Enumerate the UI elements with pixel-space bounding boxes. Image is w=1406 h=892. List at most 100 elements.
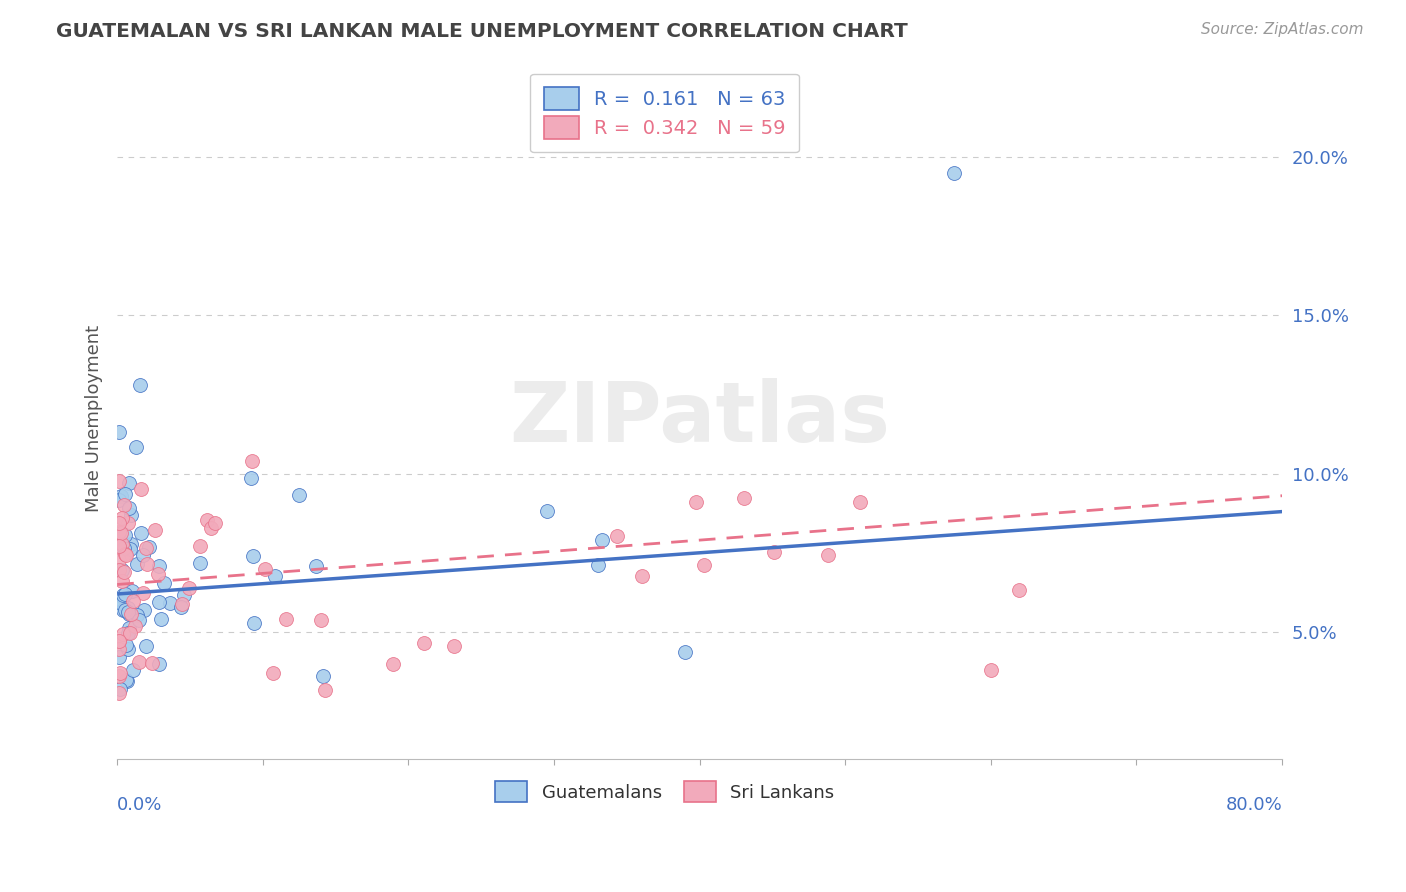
Point [132, 586, 155, 600]
Point [111, 537, 134, 551]
Point [117, 626, 139, 640]
Point [108, 641, 131, 656]
Point [288, 488, 311, 502]
Point [122, 663, 145, 677]
Point [120, 508, 142, 522]
Point [849, 495, 872, 509]
Text: 80.0%: 80.0% [1226, 797, 1282, 814]
Point [107, 425, 129, 440]
Point [125, 607, 148, 622]
Point [108, 665, 131, 680]
Point [111, 510, 134, 524]
Point [117, 605, 139, 619]
Point [276, 612, 298, 626]
Point [693, 558, 716, 572]
Text: 0.0%: 0.0% [117, 797, 163, 814]
Point [243, 615, 266, 630]
Point [120, 541, 142, 556]
Point [121, 584, 143, 599]
Point [131, 526, 153, 541]
Point [110, 525, 132, 540]
Point [262, 665, 284, 680]
Point [177, 581, 200, 595]
Point [111, 563, 134, 577]
Point [107, 492, 129, 507]
Point [943, 165, 966, 179]
Point [107, 634, 129, 648]
Point [240, 471, 263, 485]
Point [128, 377, 150, 392]
Point [148, 566, 170, 581]
Point [148, 595, 170, 609]
Point [173, 588, 195, 602]
Point [817, 548, 839, 562]
Point [110, 489, 132, 503]
Point [150, 611, 173, 625]
Point [128, 613, 150, 627]
Point [685, 495, 707, 509]
Point [138, 541, 160, 555]
Point [128, 655, 150, 669]
Point [148, 657, 170, 672]
Legend: Guatemalans, Sri Lankans: Guatemalans, Sri Lankans [485, 772, 844, 811]
Text: ZIPatlas: ZIPatlas [509, 377, 890, 458]
Point [132, 602, 155, 616]
Point [254, 562, 277, 576]
Point [153, 575, 176, 590]
Point [443, 640, 465, 654]
Point [382, 657, 405, 671]
Point [114, 486, 136, 500]
Point [107, 669, 129, 683]
Point [112, 498, 135, 512]
Point [188, 557, 211, 571]
Point [114, 547, 136, 561]
Point [117, 601, 139, 615]
Point [673, 645, 696, 659]
Point [107, 475, 129, 489]
Point [118, 607, 141, 621]
Point [204, 516, 226, 530]
Point [170, 600, 193, 615]
Point [114, 673, 136, 687]
Point [195, 513, 218, 527]
Point [112, 602, 135, 616]
Y-axis label: Male Unemployment: Male Unemployment [86, 325, 103, 512]
Point [122, 594, 145, 608]
Point [135, 640, 157, 654]
Point [111, 589, 134, 603]
Point [200, 520, 222, 534]
Point [631, 569, 654, 583]
Point [125, 440, 148, 454]
Point [118, 621, 141, 635]
Point [120, 607, 142, 621]
Point [264, 569, 287, 583]
Point [120, 626, 142, 640]
Text: Source: ZipAtlas.com: Source: ZipAtlas.com [1201, 22, 1364, 37]
Point [111, 590, 134, 604]
Point [412, 636, 434, 650]
Point [114, 602, 136, 616]
Point [115, 638, 138, 652]
Point [143, 523, 166, 537]
Point [591, 533, 613, 548]
Point [586, 558, 609, 572]
Point [1007, 582, 1029, 597]
Point [733, 491, 755, 505]
Point [172, 597, 194, 611]
Point [118, 475, 141, 490]
Point [141, 657, 163, 671]
Point [107, 633, 129, 648]
Point [114, 587, 136, 601]
Point [115, 548, 138, 562]
Point [129, 483, 152, 497]
Point [188, 539, 211, 553]
Point [136, 557, 159, 571]
Point [309, 613, 332, 627]
Point [135, 541, 157, 555]
Text: GUATEMALAN VS SRI LANKAN MALE UNEMPLOYMENT CORRELATION CHART: GUATEMALAN VS SRI LANKAN MALE UNEMPLOYME… [56, 22, 908, 41]
Point [107, 650, 129, 665]
Point [107, 524, 129, 539]
Point [107, 539, 129, 553]
Point [110, 596, 132, 610]
Point [112, 626, 135, 640]
